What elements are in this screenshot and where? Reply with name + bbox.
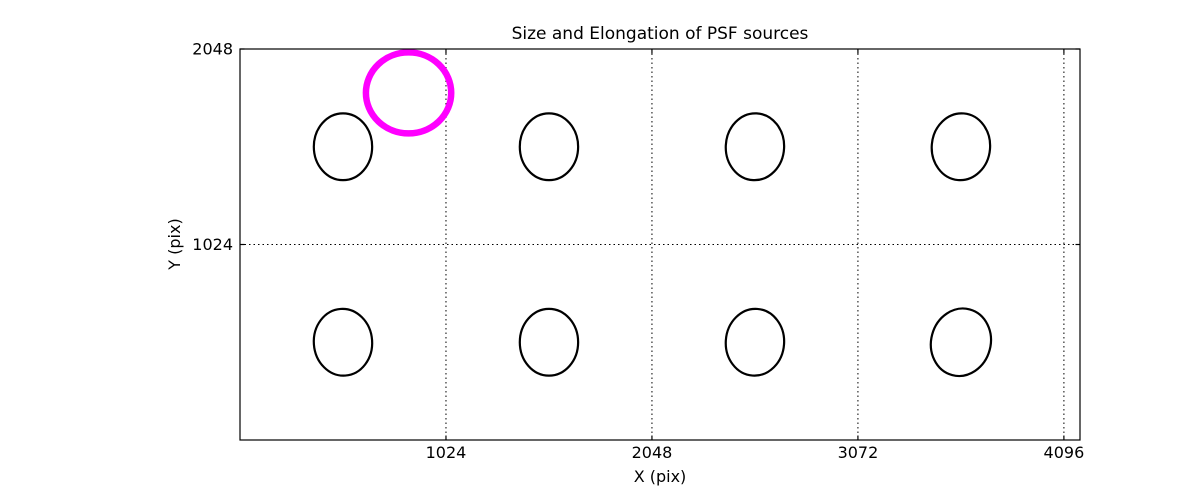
psf-ellipse <box>724 112 786 182</box>
y-axis-label: Y (pix) <box>165 218 184 270</box>
x-tick-label-2048: 2048 <box>632 443 673 462</box>
x-tick-label-3072: 3072 <box>838 443 879 462</box>
reference-circle <box>362 49 455 137</box>
psf-ellipse <box>724 307 786 377</box>
psf-ellipse <box>312 112 374 182</box>
x-tick-label-1024: 1024 <box>426 443 467 462</box>
y-tick-label-2048: 2048 <box>192 40 233 59</box>
chart-title: Size and Elongation of PSF sources <box>512 24 809 44</box>
psf-ellipse <box>518 307 580 377</box>
tick-layer <box>240 48 1080 440</box>
y-tick-label-1024: 1024 <box>192 235 233 254</box>
psf-ellipse <box>312 307 374 377</box>
x-axis-label: X (pix) <box>634 467 687 486</box>
psf-ellipse <box>518 112 580 182</box>
data-layer <box>312 49 993 378</box>
tick-label-layer: 1024 2048 3072 4096 1024 2048 <box>192 40 1084 463</box>
psf-ellipse <box>929 307 993 378</box>
grid-layer <box>240 49 1080 440</box>
psf-ellipse <box>930 112 992 182</box>
x-tick-label-4096: 4096 <box>1044 443 1085 462</box>
